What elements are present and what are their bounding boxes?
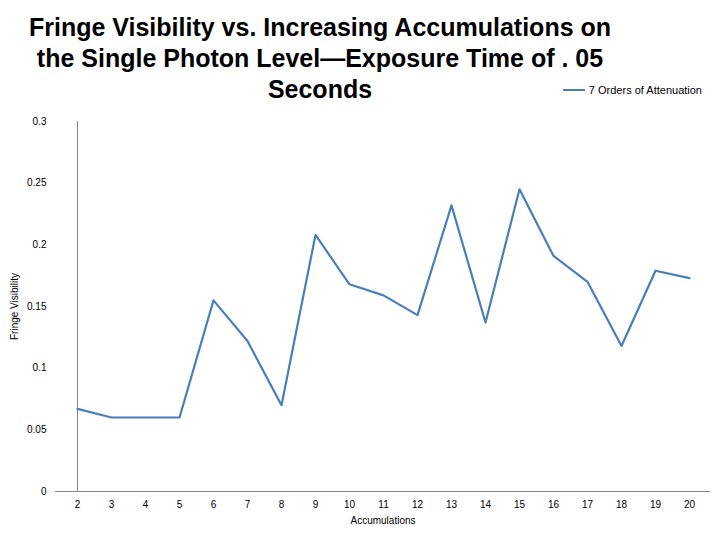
svg-text:2: 2 (75, 499, 81, 510)
svg-text:0.25: 0.25 (27, 177, 47, 188)
svg-text:15: 15 (514, 499, 526, 510)
svg-text:0.1: 0.1 (33, 362, 47, 373)
svg-text:Accumulations: Accumulations (350, 515, 415, 526)
svg-text:4: 4 (143, 499, 149, 510)
svg-text:3: 3 (109, 499, 115, 510)
svg-text:8: 8 (279, 499, 285, 510)
svg-text:19: 19 (650, 499, 662, 510)
svg-text:0.05: 0.05 (27, 424, 47, 435)
svg-text:0: 0 (41, 486, 47, 497)
svg-text:0.2: 0.2 (33, 239, 47, 250)
svg-text:18: 18 (616, 499, 628, 510)
svg-text:Fringe Visibility: Fringe Visibility (9, 273, 20, 340)
svg-text:12: 12 (412, 499, 424, 510)
svg-text:20: 20 (684, 499, 696, 510)
svg-text:6: 6 (211, 499, 217, 510)
svg-text:5: 5 (177, 499, 183, 510)
svg-text:14: 14 (480, 499, 492, 510)
svg-text:10: 10 (344, 499, 356, 510)
svg-text:7: 7 (245, 499, 251, 510)
svg-text:0.15: 0.15 (27, 301, 47, 312)
svg-text:9: 9 (313, 499, 319, 510)
svg-text:17: 17 (582, 499, 594, 510)
svg-text:16: 16 (548, 499, 560, 510)
svg-text:11: 11 (378, 499, 389, 510)
html-text:Fringe Visibility vs. Increasi: Fringe Visibility vs. Increasing Accumul… (29, 13, 611, 103)
svg-text:0.3: 0.3 (33, 116, 47, 127)
html-text:7 Orders of Attenuation: 7 Orders of Attenuation (588, 84, 702, 96)
svg-text:13: 13 (446, 499, 458, 510)
